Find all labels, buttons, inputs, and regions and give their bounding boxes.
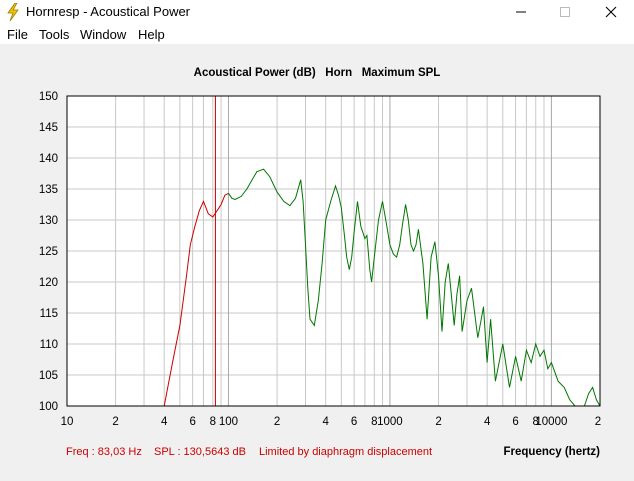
y-tick-label: 120 [39, 277, 58, 289]
series-lines [163, 168, 601, 407]
lightning-bolt-icon [7, 3, 19, 21]
plot-frame [66, 95, 601, 407]
x-tick-label: 6 [189, 416, 195, 428]
x-tick-label: 8 [210, 416, 216, 428]
x-axis-label: Frequency (hertz) [504, 446, 601, 458]
maximize-icon [560, 7, 570, 17]
menu-tools[interactable]: Tools [39, 27, 70, 42]
chart-title: Acoustical Power (dB) Horn Maximum SPL [194, 67, 441, 79]
window-title: Hornresp - Acoustical Power [26, 4, 191, 19]
y-tick-label: 125 [39, 246, 58, 258]
x-tick-label: 8 [371, 416, 377, 428]
close-button[interactable] [588, 0, 634, 24]
y-tick-label: 115 [40, 308, 58, 320]
x-tick-label: 8 [533, 416, 539, 428]
x-tick-label: 4 [322, 416, 329, 428]
menu-window[interactable]: Window [80, 27, 127, 42]
menu-help[interactable]: Help [138, 27, 165, 42]
x-tick-label: 10 [61, 416, 74, 428]
y-tick-label: 105 [39, 370, 58, 382]
y-tick-label: 145 [39, 122, 58, 134]
menu-file[interactable]: File [7, 27, 28, 42]
x-tick-label: 2 [595, 416, 601, 428]
y-tick-label: 135 [39, 184, 58, 196]
x-tick-label: 6 [512, 416, 518, 428]
y-tick-label: 150 [39, 91, 58, 103]
minimize-icon [516, 11, 526, 13]
x-tick-label: 2 [274, 416, 280, 428]
acoustical-power-chart[interactable]: Acoustical Power (dB) Horn Maximum SPL 1… [0, 44, 634, 476]
x-tick-label: 2 [435, 416, 441, 428]
series-line-high-band [228, 168, 601, 407]
maximize-button[interactable] [542, 0, 588, 24]
status-frequency: Freq : 83,03 Hz [66, 446, 142, 458]
minimize-button[interactable] [498, 0, 544, 24]
y-tick-label: 140 [39, 153, 58, 165]
status-spl: SPL : 130,5643 dB [154, 446, 246, 458]
y-tick-label: 100 [39, 401, 58, 413]
y-tick-label: 110 [40, 339, 58, 351]
x-tick-label: 4 [161, 416, 168, 428]
x-tick-label: 1000 [377, 416, 403, 428]
menu-bar: File Tools Window Help [0, 24, 634, 44]
status-limit-note: Limited by diaphragm displacement [259, 446, 432, 458]
title-bar: Hornresp - Acoustical Power [0, 0, 634, 24]
chart-area: Acoustical Power (dB) Horn Maximum SPL 1… [0, 44, 634, 476]
x-tick-label: 6 [351, 416, 357, 428]
close-icon [605, 6, 617, 18]
x-tick-label: 10000 [535, 416, 567, 428]
series-line-low-band [163, 192, 229, 407]
grid-lines [66, 95, 601, 407]
x-tick-label: 4 [484, 416, 491, 428]
x-tick-label: 100 [219, 416, 238, 428]
y-tick-label: 130 [39, 215, 58, 227]
x-tick-label: 2 [112, 416, 118, 428]
